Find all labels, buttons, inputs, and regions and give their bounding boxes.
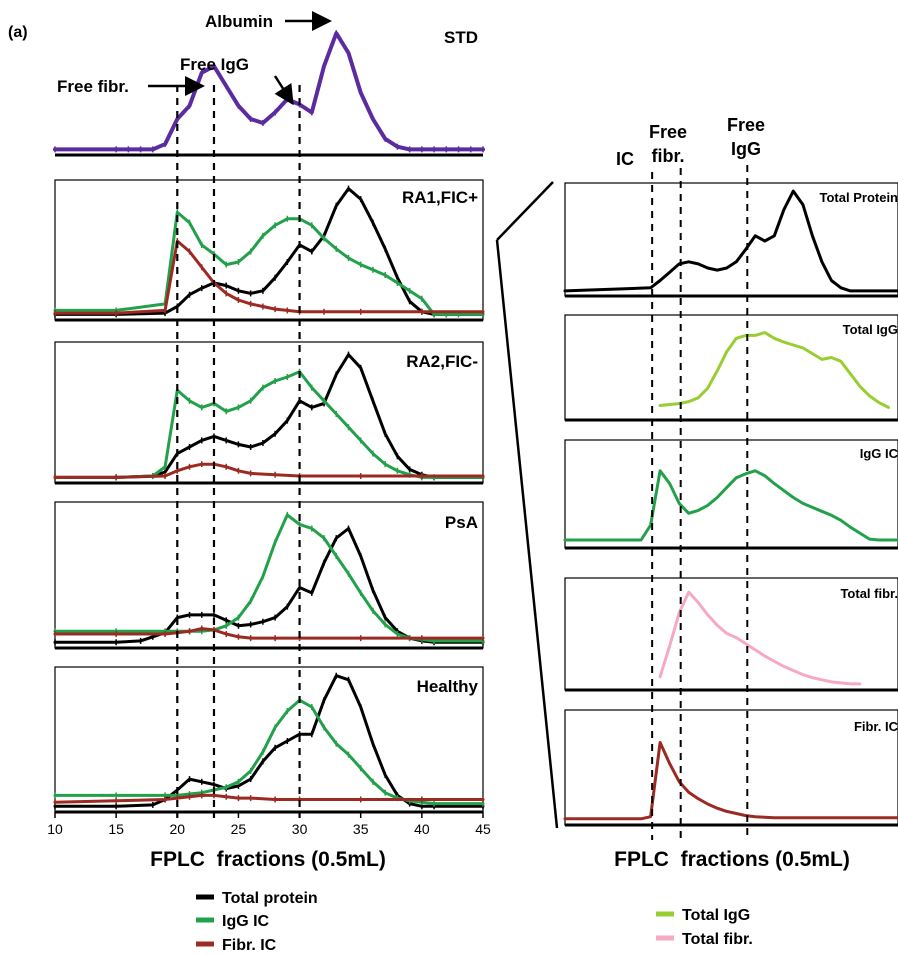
panel-title: RA2,FIC-: [406, 352, 478, 371]
x-tick-label: 20: [169, 821, 185, 837]
panel-frame: [564, 709, 898, 826]
x-tick-label: 25: [231, 821, 247, 837]
panel-ra2: RA2,FIC-: [53, 341, 485, 485]
series-line-igg_ic: [53, 698, 485, 806]
panel-title: Healthy: [417, 677, 479, 696]
x-tick-label: 45: [475, 821, 491, 837]
x-tick-label: 40: [414, 821, 430, 837]
zoom-line-top: [496, 181, 554, 241]
figure-label: (a): [8, 24, 28, 41]
right-label-free-igg-2: IgG: [731, 139, 761, 159]
x-tick-label: 15: [108, 821, 124, 837]
panel-title: Fibr. IC: [854, 719, 898, 734]
panel-r_iggic: IgG IC: [563, 439, 898, 550]
panel-r_fibric: Fibr. IC: [563, 709, 898, 827]
x-tick-label: 30: [292, 821, 308, 837]
panel-psa: PsA: [53, 501, 485, 650]
legend-label-total-protein: Total protein: [222, 890, 318, 907]
panel-ra1: RA1,FIC+: [53, 179, 485, 322]
series-line-fibr_ic: [53, 462, 485, 479]
legend-label-total-igg: Total IgG: [682, 907, 750, 924]
annotation-free-fibr: Free fibr.: [57, 77, 129, 96]
panel-title: Total fibr.: [840, 586, 898, 601]
arrow-free-igg: [273, 75, 294, 106]
std-annotations: Free fibr. Free IgG Albumin: [57, 11, 332, 106]
panel-frame: [564, 439, 898, 549]
right-label-free-fibr-1: Free: [649, 122, 687, 142]
series-line-igg_ic: [53, 513, 485, 643]
series-line-igg_ic: [53, 370, 485, 479]
right-label-free-fibr-2: fibr.: [651, 146, 684, 166]
panel-healthy: Healthy: [53, 666, 485, 814]
x-tick-label: 35: [353, 821, 369, 837]
series-line-total_protein: [563, 189, 898, 293]
panel-title: Total Protein: [820, 190, 898, 205]
zoom-connector: [495, 181, 559, 829]
annotation-albumin: Albumin: [205, 12, 273, 31]
panel-title: RA1,FIC+: [402, 188, 478, 207]
series-line-fibr_ic: [53, 239, 485, 315]
panel-r_totalfibr: Total fibr.: [564, 577, 898, 692]
zoom-line-bottom: [495, 239, 559, 829]
left-x-axis-title: FPLC fractions (0.5mL): [150, 848, 386, 871]
left-legend: Total protein IgG IC Fibr. IC: [196, 890, 318, 954]
series-line-igg_ic: [53, 210, 485, 316]
right-label-free-igg-1: Free: [727, 115, 765, 135]
panel-r_totaligg: Total IgG: [564, 314, 898, 422]
x-tick-label: 10: [47, 821, 63, 837]
right-x-axis-title: FPLC fractions (0.5mL): [614, 848, 850, 871]
series-line-total_protein: [53, 527, 485, 644]
dashed-guide-lines: [176, 85, 749, 840]
panel-frame: [54, 501, 484, 649]
panel-title: STD: [444, 28, 478, 47]
chart-panels: STD RA1,FIC+ RA2,FIC- PsA Healthy Total Prote…: [53, 28, 898, 827]
panel-title: PsA: [445, 513, 478, 532]
left-x-tick-labels: 10 15 20 25 30 35 40 45: [47, 812, 491, 837]
panel-title: IgG IC: [860, 446, 898, 461]
annotation-free-igg: Free IgG: [180, 55, 249, 74]
right-top-labels: IC Free fibr. Free IgG: [616, 115, 765, 169]
series-line-fibr_ic: [563, 741, 898, 821]
series-line-total_protein: [53, 353, 485, 479]
legend-label-fibr-ic: Fibr. IC: [222, 937, 277, 954]
right-legend: Total IgG Total fibr.: [656, 907, 753, 948]
panel-title: Total IgG: [843, 322, 898, 337]
series-line-total_igg: [658, 331, 890, 409]
panel-r_totalprotein: Total Protein: [563, 182, 898, 298]
legend-label-total-fibr: Total fibr.: [682, 931, 753, 948]
legend-label-igg-ic: IgG IC: [222, 913, 270, 930]
series-line-total_fibr: [658, 590, 862, 686]
series-line-igg_ic: [563, 469, 898, 542]
right-label-ic: IC: [616, 149, 634, 169]
